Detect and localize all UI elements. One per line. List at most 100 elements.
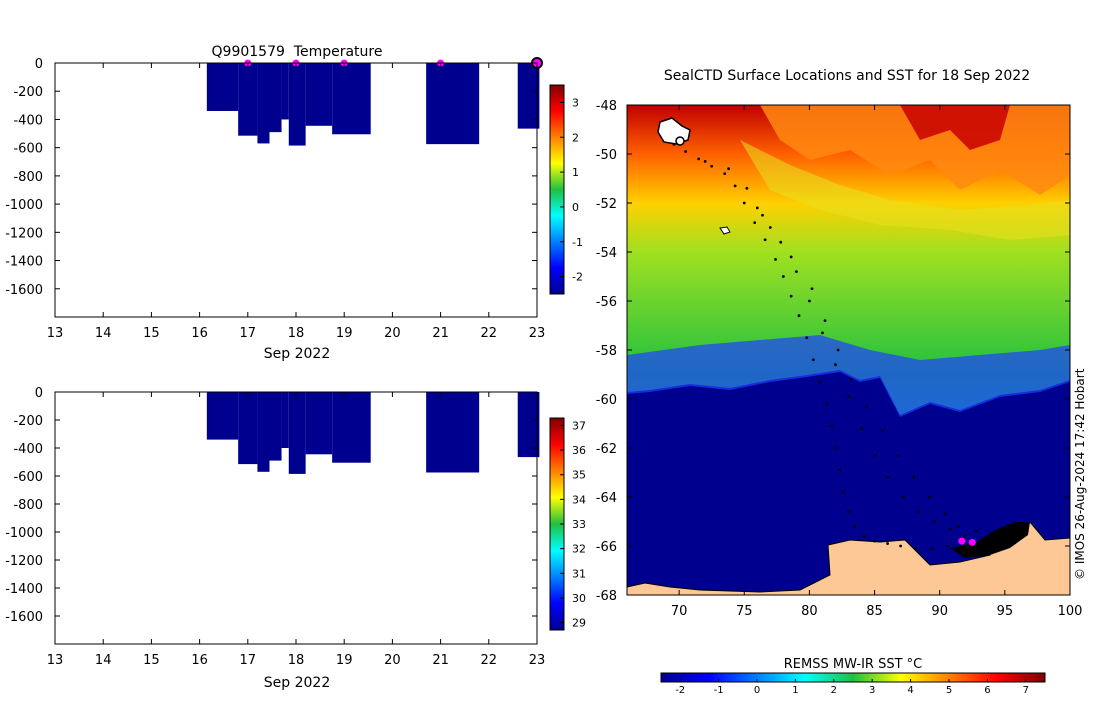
seal-track [662,137,996,550]
salinity-y-ticks: 0 -200 -400 -600 -800 -1000 -1200 -1400 -1600 [5,386,537,625]
track-point [853,525,857,528]
x-tick-label: 20 [384,326,401,341]
y-tick-label: -1600 [5,610,43,625]
track-point [733,184,737,188]
track-point [753,221,757,225]
track-point [933,520,936,523]
temperature-x-label: Sep 2022 [264,346,330,362]
map-title: SealCTD Surface Locations and SST for 18… [664,68,1030,84]
colorbar-tick-label: 29 [572,617,586,630]
sst-colorbar-tick-label: 6 [984,685,990,696]
profile-column [517,63,540,129]
sst-hot-core [900,105,1010,150]
profile-column [238,392,258,465]
sst-colorbar-tick-label: 3 [869,685,875,696]
track-point [993,544,996,548]
y-tick-label: -600 [13,470,43,485]
imos-stamp: © IMOS 26-Aug-2024 17:42 Hobart [1073,368,1087,580]
x-tick-label: 20 [384,653,401,668]
track-point [873,453,876,457]
y-tick-label: -200 [13,414,43,429]
sst-colorbar-tick-label: 4 [907,685,913,696]
colorbar-tick-label: 33 [572,518,586,531]
colorbar-tick-label: 1 [572,166,579,179]
track-point [927,495,931,499]
map-y-tick-label: -56 [596,295,617,310]
sst-cold-water [627,370,1070,595]
track-point [912,476,916,479]
colorbar-tick-label: -1 [572,236,583,249]
colorbar-tick-label: 36 [572,444,586,457]
track-point [774,257,777,261]
y-tick-label: -1400 [5,582,43,597]
x-tick-label: 15 [143,653,160,668]
sst-colorbar-ticks: -2 -1 0 1 2 3 4 5 6 7 [675,679,1029,696]
track-point [901,495,905,499]
colorbar-tick-label: 3 [572,96,579,109]
sst-colorbar-tick-label: 0 [754,685,760,696]
track-point [948,527,952,531]
track-point [779,240,783,244]
colorbar-tick-label: 37 [572,419,586,432]
salinity-x-ticks: 13 14 15 16 17 18 19 20 21 22 23 [47,392,546,668]
y-tick-label: -600 [13,142,43,157]
colorbar-tick-label: 0 [572,201,579,214]
y-tick-label: -1200 [5,554,43,569]
map-x-tick-label: 95 [997,604,1014,619]
y-tick-label: -800 [13,170,43,185]
map-x-tick-label: 90 [931,604,948,619]
track-point [763,238,767,242]
profile-column [332,392,371,463]
temperature-colorbar: 3 2 1 0 -1 -2 [549,84,583,295]
x-tick-label: 23 [529,653,546,668]
sst-colorbar-gradient [660,672,1046,683]
track-point [745,186,749,190]
sst-colorbar-tick-label: 2 [831,685,837,696]
y-tick-label: -400 [13,442,43,457]
profile-column [269,392,282,461]
colorbar-tick-label: 34 [572,493,586,506]
track-point [768,226,772,229]
x-tick-label: 17 [240,326,257,341]
x-tick-label: 14 [95,653,112,668]
salinity-profile-columns [206,392,540,474]
heard-island [719,226,731,235]
map-y-tick-label: -64 [596,491,617,506]
track-point [849,378,853,381]
temperature-x-ticks: 13 14 15 16 17 18 19 20 21 22 23 [47,63,545,341]
profile-column [426,392,480,473]
track-point [836,348,840,352]
track-point [834,363,837,367]
profile-column [281,392,289,448]
profile-column [257,392,270,472]
map-x-tick-label: 75 [736,604,753,619]
track-point [727,167,731,171]
map-x-tick-label: 100 [1058,604,1083,619]
map-y-tick-label: -54 [596,246,617,261]
salinity-x-label: Sep 2022 [264,675,330,691]
temperature-colorbar-ticks: 3 2 1 0 -1 -2 [560,96,583,284]
sst-colorbar-tick-label: -1 [714,685,724,696]
temperature-y-ticks: 0 -200 -400 -600 -800 -1000 -1200 -1400 -1600 [5,57,537,298]
sst-field [627,105,1070,595]
latest-positions [958,537,976,546]
sst-yellow-band [740,140,1070,240]
profile-column [206,63,239,111]
profile-column [269,63,282,133]
map-x-tick-label: 85 [866,604,883,619]
salinity-section-panel: 13 14 15 16 17 18 19 20 21 22 23 0 -200 -400 -600 -800… [5,386,586,691]
track-point [710,164,714,168]
y-tick-label: 0 [35,386,43,401]
track-point [824,402,828,406]
track-point [943,512,947,516]
x-tick-label: 21 [432,326,449,341]
salinity-colorbar-ticks: 37 36 35 34 33 32 31 30 29 [560,419,586,630]
track-point [797,314,801,318]
track-point [886,542,889,545]
map-x-ticks: 70 75 80 85 90 95 100 [671,105,1083,619]
track-point [697,157,701,161]
profile-column [332,63,371,135]
x-tick-label: 13 [47,326,64,341]
track-point [808,299,811,303]
